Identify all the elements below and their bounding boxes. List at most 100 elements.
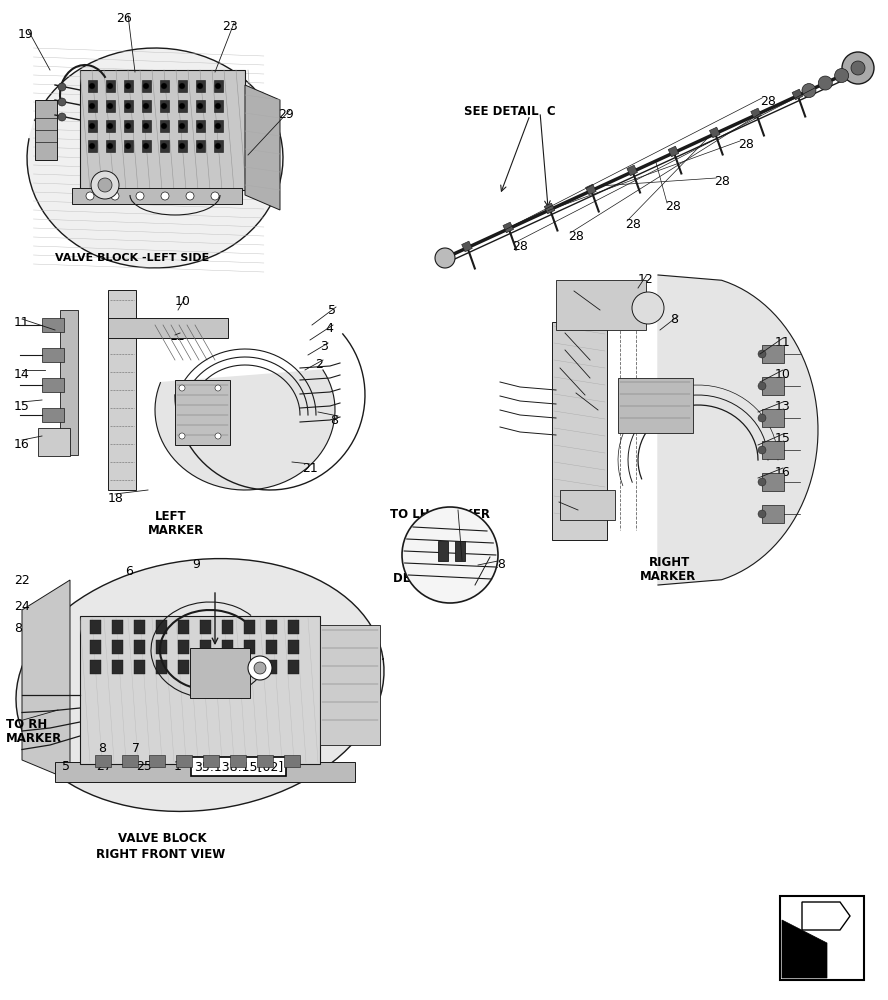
Circle shape: [802, 84, 816, 98]
Text: 8: 8: [98, 742, 106, 755]
Circle shape: [215, 143, 221, 149]
Circle shape: [215, 123, 221, 129]
Text: 13: 13: [775, 400, 790, 413]
Bar: [178, 120, 187, 132]
Text: TO RH: TO RH: [6, 718, 47, 731]
Circle shape: [89, 143, 95, 149]
Circle shape: [86, 192, 94, 200]
Bar: [42, 318, 64, 332]
Polygon shape: [245, 85, 280, 210]
Bar: [544, 203, 555, 214]
Circle shape: [211, 192, 219, 200]
Bar: [462, 241, 472, 252]
Bar: [176, 755, 192, 767]
Bar: [149, 755, 165, 767]
Bar: [200, 660, 211, 674]
Bar: [288, 620, 299, 634]
Bar: [556, 280, 646, 330]
Bar: [38, 428, 70, 456]
Bar: [288, 640, 299, 654]
Circle shape: [161, 192, 169, 200]
Bar: [222, 660, 233, 674]
Bar: [762, 377, 784, 395]
Bar: [90, 620, 101, 634]
Text: 23: 23: [222, 20, 238, 33]
Bar: [175, 380, 230, 445]
Text: LEFT: LEFT: [155, 510, 186, 523]
Bar: [134, 620, 145, 634]
Bar: [88, 80, 97, 92]
Bar: [80, 70, 245, 190]
Circle shape: [842, 52, 874, 84]
Circle shape: [89, 103, 95, 109]
Circle shape: [248, 656, 272, 680]
Circle shape: [197, 103, 203, 109]
Text: 21: 21: [302, 462, 318, 475]
Circle shape: [179, 143, 185, 149]
Bar: [80, 616, 320, 764]
Circle shape: [125, 123, 131, 129]
Text: 25: 25: [136, 760, 152, 773]
Text: 8: 8: [670, 313, 678, 326]
Circle shape: [632, 292, 664, 324]
Bar: [42, 378, 64, 392]
Bar: [156, 620, 167, 634]
Circle shape: [215, 433, 221, 439]
Bar: [106, 120, 115, 132]
Text: DETAIL  C: DETAIL C: [393, 572, 456, 585]
Text: 28: 28: [665, 200, 681, 213]
Bar: [214, 100, 223, 112]
Bar: [627, 165, 638, 176]
Bar: [106, 80, 115, 92]
Circle shape: [758, 446, 766, 454]
Circle shape: [89, 83, 95, 89]
Bar: [88, 100, 97, 112]
Bar: [112, 640, 123, 654]
Bar: [244, 640, 255, 654]
Polygon shape: [27, 48, 283, 268]
Polygon shape: [16, 559, 384, 811]
Text: 2: 2: [315, 358, 323, 371]
Bar: [156, 660, 167, 674]
Bar: [284, 755, 300, 767]
Bar: [762, 409, 784, 427]
Bar: [222, 620, 233, 634]
Bar: [455, 541, 465, 561]
Bar: [178, 640, 189, 654]
Circle shape: [107, 123, 113, 129]
Bar: [196, 120, 205, 132]
Circle shape: [179, 83, 185, 89]
Bar: [42, 348, 64, 362]
Bar: [178, 620, 189, 634]
Text: 1: 1: [174, 760, 182, 773]
Circle shape: [215, 385, 221, 391]
Bar: [124, 100, 133, 112]
Circle shape: [161, 123, 167, 129]
Circle shape: [143, 143, 149, 149]
Circle shape: [143, 103, 149, 109]
Bar: [106, 140, 115, 152]
Bar: [134, 640, 145, 654]
Bar: [196, 100, 205, 112]
Text: VALVE BLOCK: VALVE BLOCK: [118, 832, 207, 845]
Text: 28: 28: [490, 558, 506, 571]
Text: 8: 8: [14, 622, 22, 635]
Circle shape: [143, 83, 149, 89]
Bar: [178, 100, 187, 112]
Text: 9: 9: [192, 558, 200, 571]
Bar: [320, 625, 380, 745]
Bar: [112, 620, 123, 634]
Bar: [156, 640, 167, 654]
Text: 28: 28: [512, 240, 527, 253]
Polygon shape: [658, 275, 818, 585]
Text: 28: 28: [568, 230, 584, 243]
Circle shape: [758, 350, 766, 358]
Bar: [142, 120, 151, 132]
Circle shape: [197, 143, 203, 149]
Circle shape: [91, 171, 119, 199]
Text: 12: 12: [638, 273, 654, 286]
Circle shape: [136, 192, 144, 200]
Circle shape: [98, 178, 112, 192]
Text: MARKER: MARKER: [6, 732, 62, 745]
Bar: [762, 473, 784, 491]
